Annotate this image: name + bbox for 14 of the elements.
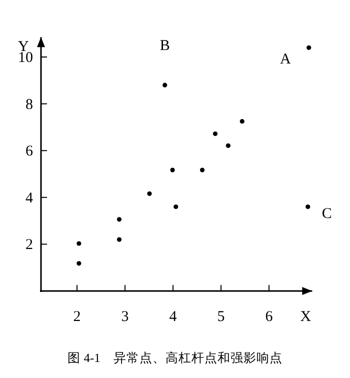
annotation: C: [322, 206, 332, 222]
x-tick-label: 4: [169, 309, 178, 325]
y-tick-label: 4: [26, 190, 34, 206]
xlabel: X: [300, 309, 312, 325]
x-tick-label: 5: [217, 309, 225, 325]
y-tick-label: 8: [26, 96, 33, 113]
x-tick-label: 3: [121, 309, 129, 325]
annotation: B: [160, 38, 170, 54]
y-tick-label: 6: [26, 144, 34, 160]
x-tick-label: 6: [265, 309, 274, 325]
caption: 图 4-1 异常点、高杠杆点和强影响点: [68, 351, 282, 365]
x-tick-label: 2: [73, 309, 81, 325]
y-tick-label: 2: [26, 237, 33, 254]
annotation: A: [280, 52, 291, 68]
